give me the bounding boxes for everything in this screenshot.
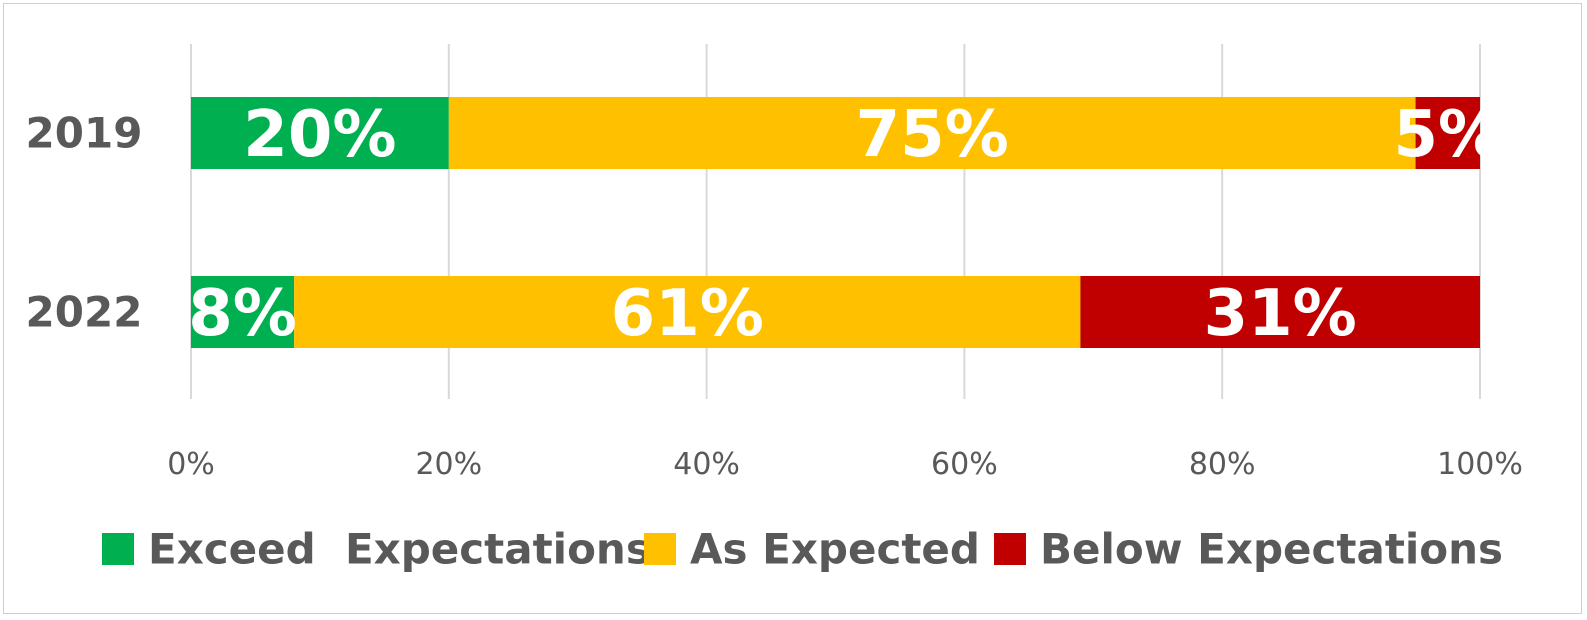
data-label: 20% <box>243 98 396 172</box>
bars <box>191 97 1480 348</box>
legend-swatch <box>994 533 1026 565</box>
stacked-bar-chart: 20% 75% 5% 8% 61% 31% 2019 2022 0% 20% 40% 60% 80%… <box>26 44 1523 574</box>
data-label: 31% <box>1204 277 1357 351</box>
legend: Exceed Expectations As Expected Below Expe… <box>102 525 1503 574</box>
data-labels: 20% 75% 5% 8% 61% 31% <box>188 98 1502 351</box>
bar-segment <box>1415 97 1480 169</box>
x-tick-label: 60% <box>931 447 998 482</box>
data-label: 8% <box>188 277 297 351</box>
chart-frame: 20% 75% 5% 8% 61% 31% 2019 2022 0% 20% 40% 60% 80%… <box>3 3 1582 614</box>
legend-swatch <box>644 533 676 565</box>
bar-segment <box>1080 276 1480 348</box>
x-tick-label: 100% <box>1437 447 1523 482</box>
x-tick-label: 80% <box>1189 447 1256 482</box>
x-tick-label: 40% <box>673 447 740 482</box>
legend-label: Exceed Expectations <box>148 525 651 574</box>
category-label-2019: 2019 <box>26 109 143 158</box>
x-axis-tick-labels: 0% 20% 40% 60% 80% 100% <box>167 447 1523 482</box>
bar-segment <box>294 276 1081 348</box>
data-label: 61% <box>611 277 764 351</box>
x-tick-label: 0% <box>167 447 215 482</box>
x-tick-label: 20% <box>415 447 482 482</box>
legend-label: Below Expectations <box>1040 525 1503 574</box>
legend-swatch <box>102 533 134 565</box>
data-label: 75% <box>856 98 1009 172</box>
bar-segment <box>448 97 1416 169</box>
bar-segment <box>191 97 449 169</box>
category-label-2022: 2022 <box>26 288 143 337</box>
legend-label: As Expected <box>690 525 980 574</box>
category-labels: 2019 2022 <box>26 109 143 337</box>
bar-segment <box>191 276 295 348</box>
data-label: 5% <box>1393 98 1502 172</box>
